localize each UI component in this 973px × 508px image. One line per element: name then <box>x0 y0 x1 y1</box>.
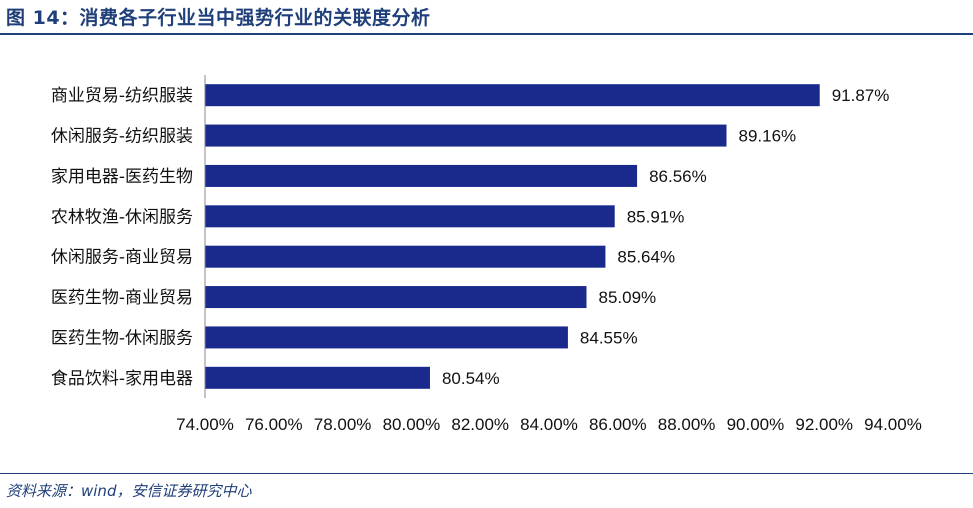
x-tick-label: 90.00% <box>727 415 785 434</box>
source-divider <box>0 473 973 474</box>
bar <box>205 205 615 228</box>
x-tick-label: 80.00% <box>383 415 441 434</box>
source-note: 资料来源：wind，安信证券研究中心 <box>6 482 252 500</box>
bar <box>205 366 430 389</box>
x-tick-label: 88.00% <box>658 415 716 434</box>
data-label: 86.56% <box>649 167 707 186</box>
category-label: 休闲服务-纺织服装 <box>51 127 193 147</box>
bar <box>205 124 727 147</box>
data-label: 85.91% <box>627 207 685 226</box>
x-tick-label: 84.00% <box>520 415 578 434</box>
category-label: 食品饮料-家用电器 <box>51 369 193 389</box>
data-label: 89.16% <box>739 127 797 146</box>
x-tick-label: 86.00% <box>589 415 647 434</box>
bar <box>205 326 568 349</box>
data-label: 84.55% <box>580 328 638 347</box>
data-label: 85.09% <box>598 288 656 307</box>
category-label: 医药生物-休闲服务 <box>51 328 193 348</box>
bar-chart: 商业贸易-纺织服装 91.87% 休闲服务-纺织服装 89.16% 家用电器-医药生物 8… <box>51 75 922 434</box>
x-tick-label: 76.00% <box>245 415 303 434</box>
bar <box>205 286 587 309</box>
category-label: 商业贸易-纺织服装 <box>51 86 193 106</box>
bar <box>205 84 820 107</box>
figure-title: 图 14：消费各子行业当中强势行业的关联度分析 <box>6 7 431 29</box>
x-tick-label: 92.00% <box>795 415 853 434</box>
data-label: 85.64% <box>617 248 675 267</box>
bar <box>205 164 638 187</box>
x-tick-label: 94.00% <box>864 415 922 434</box>
title-underline <box>0 33 973 35</box>
bar <box>205 245 606 268</box>
x-tick-label: 78.00% <box>314 415 372 434</box>
x-tick-label: 82.00% <box>451 415 509 434</box>
data-label: 80.54% <box>442 369 500 388</box>
category-label: 医药生物-商业贸易 <box>51 288 193 308</box>
x-tick-label: 74.00% <box>176 415 234 434</box>
category-label: 休闲服务-商业贸易 <box>51 248 193 268</box>
data-label: 91.87% <box>832 86 890 105</box>
category-label: 家用电器-医药生物 <box>51 167 193 187</box>
category-label: 农林牧渔-休闲服务 <box>51 207 193 227</box>
